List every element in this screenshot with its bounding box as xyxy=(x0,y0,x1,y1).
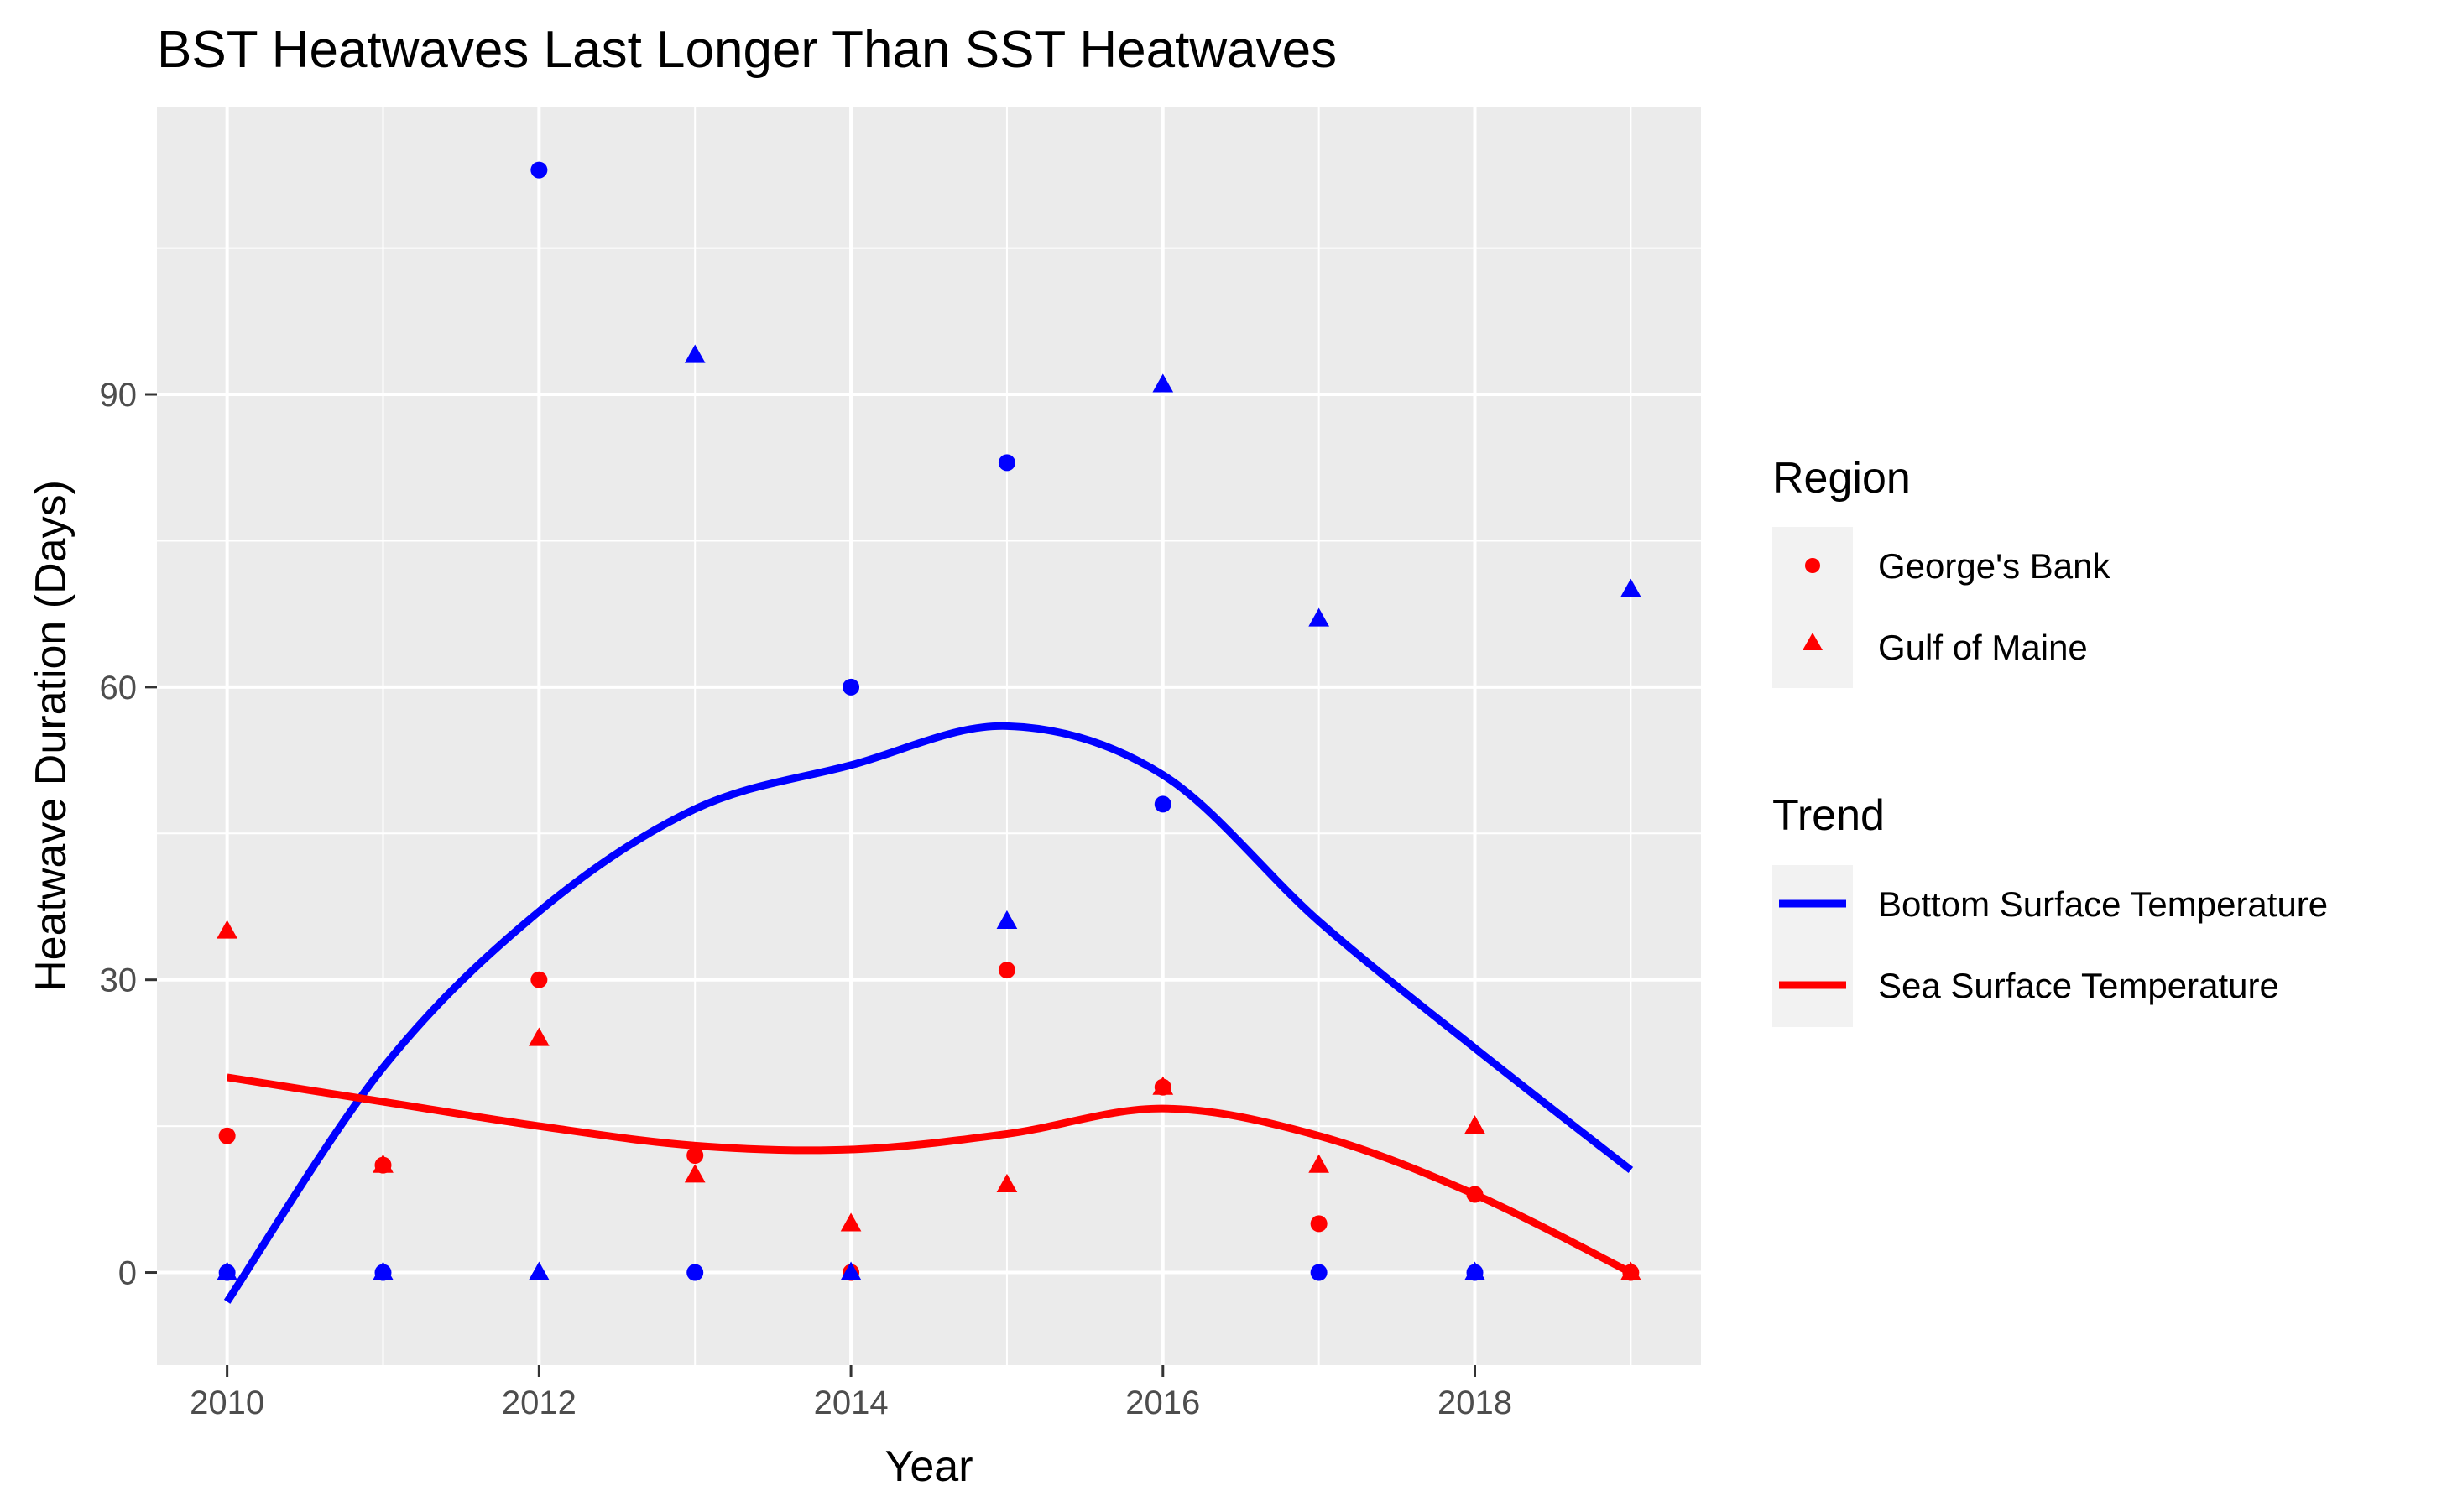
legend-region-circle-key xyxy=(1805,558,1820,573)
data-point-gulf-of-maine xyxy=(1152,373,1174,393)
legend-region-title: Region xyxy=(1772,454,1911,503)
data-point-gulf-of-maine xyxy=(373,1261,394,1280)
data-point-gulf-of-maine xyxy=(684,1164,706,1183)
data-point-gulf-of-maine xyxy=(217,920,237,939)
data-points xyxy=(217,161,1641,1281)
legend-region: Region George's Bank Gulf of Maine xyxy=(1772,454,2111,688)
legend-region-label-georges-bank: George's Bank xyxy=(1878,546,2111,586)
data-point-georges-bank xyxy=(686,1147,704,1164)
y-tick-label: 90 xyxy=(100,377,138,414)
data-point-georges-bank xyxy=(998,454,1015,472)
data-point-georges-bank xyxy=(686,1264,704,1281)
major-gridlines xyxy=(157,107,1701,1365)
x-axis-title: Year xyxy=(884,1442,973,1491)
data-point-gulf-of-maine xyxy=(1152,1076,1174,1095)
data-point-gulf-of-maine xyxy=(996,910,1018,930)
x-tick-label: 2016 xyxy=(1125,1384,1200,1421)
legend-trend-label-bottom-surface-temperature: Bottom Surface Temperature xyxy=(1878,884,2328,924)
data-point-gulf-of-maine xyxy=(529,1261,550,1280)
y-tick-label: 30 xyxy=(100,962,138,999)
minor-gridlines xyxy=(157,107,1701,1365)
legend-trend-key-background xyxy=(1772,865,1853,1027)
data-point-gulf-of-maine xyxy=(373,1154,394,1173)
data-point-gulf-of-maine xyxy=(1308,607,1329,627)
data-point-gulf-of-maine xyxy=(684,344,706,363)
x-tick-label: 2010 xyxy=(190,1384,264,1421)
data-point-georges-bank xyxy=(1466,1186,1484,1203)
data-point-gulf-of-maine xyxy=(840,1261,862,1280)
legend-region-triangle-key xyxy=(1803,633,1823,650)
data-point-georges-bank xyxy=(998,962,1015,979)
data-point-gulf-of-maine xyxy=(529,1027,550,1046)
data-point-gulf-of-maine xyxy=(1464,1115,1485,1134)
data-point-gulf-of-maine xyxy=(1308,1154,1329,1173)
data-point-gulf-of-maine xyxy=(1620,1261,1641,1280)
data-point-georges-bank xyxy=(843,678,860,696)
y-axis-ticks: 0 30 60 90 xyxy=(100,377,157,1292)
legend-region-label-gulf-of-maine: Gulf of Maine xyxy=(1878,628,2088,667)
y-tick-label: 60 xyxy=(100,670,138,706)
trend-line-bottom-surface-temperature xyxy=(223,722,1634,1304)
x-tick-label: 2014 xyxy=(814,1384,889,1421)
x-tick-label: 2012 xyxy=(502,1384,577,1421)
x-axis-ticks: 2010 2012 2014 2016 2018 xyxy=(190,1365,1512,1421)
data-point-georges-bank xyxy=(1310,1215,1328,1233)
legend-trend-title: Trend xyxy=(1772,791,1885,840)
legend-trend: Trend Bottom Surface Temperature Sea Sur… xyxy=(1772,791,2328,1027)
legend-trend-label-sea-surface-temperature: Sea Surface Temperature xyxy=(1878,966,2279,1005)
data-point-georges-bank xyxy=(1310,1264,1328,1281)
data-point-georges-bank xyxy=(530,161,548,179)
y-axis-title: Heatwave Duration (Days) xyxy=(27,480,76,992)
data-point-georges-bank xyxy=(1154,795,1171,813)
data-point-georges-bank xyxy=(530,971,548,988)
data-point-gulf-of-maine xyxy=(996,1173,1018,1192)
legend-region-key-background xyxy=(1772,527,1853,688)
data-point-gulf-of-maine xyxy=(1464,1261,1485,1280)
y-tick-label: 0 xyxy=(118,1255,137,1292)
data-point-gulf-of-maine xyxy=(1620,578,1641,597)
trend-line-sea-surface-temperature xyxy=(226,1073,1633,1276)
chart-title: BST Heatwaves Last Longer Than SST Heatw… xyxy=(157,21,1337,79)
trend-lines xyxy=(223,722,1634,1304)
data-point-gulf-of-maine xyxy=(840,1212,862,1232)
data-point-gulf-of-maine xyxy=(217,1261,237,1280)
plot-panel xyxy=(157,107,1701,1365)
x-tick-label: 2018 xyxy=(1437,1384,1512,1421)
data-point-georges-bank xyxy=(218,1127,236,1144)
